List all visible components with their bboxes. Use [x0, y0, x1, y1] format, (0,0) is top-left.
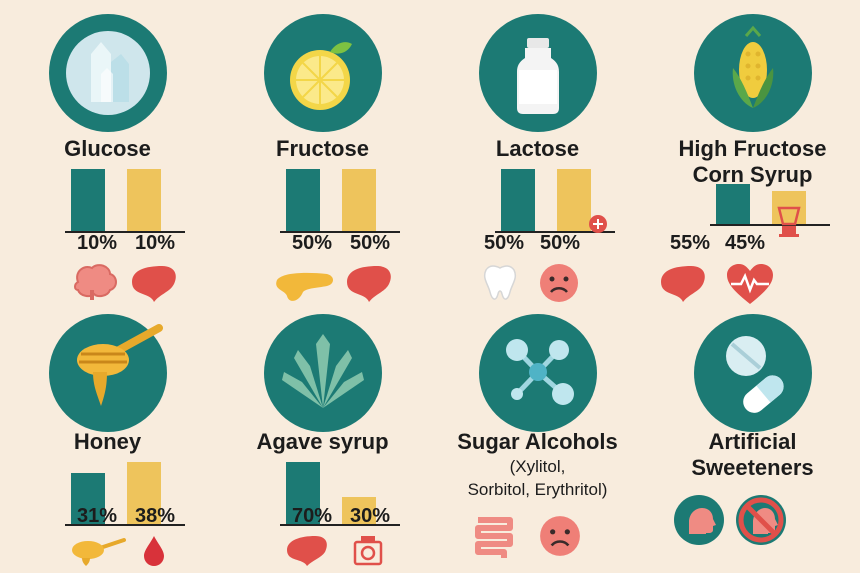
bar-chart — [65, 165, 185, 233]
artificial-sweeteners-image — [693, 314, 812, 432]
scale-icon — [353, 536, 383, 566]
lemon-icon — [289, 42, 352, 110]
title: Lactose — [495, 136, 580, 161]
bar-2 — [342, 169, 376, 231]
milk-bottle-icon — [516, 38, 559, 114]
card-hfcs: High Fructose Corn Syrup 55% 45% — [645, 0, 860, 304]
percent-2: 50% — [539, 232, 581, 254]
liver-icon — [287, 536, 327, 566]
bar-chart — [710, 180, 830, 226]
bar-2 — [342, 497, 376, 524]
percent-2: 45% — [724, 232, 766, 254]
bar-1 — [501, 169, 535, 231]
percent-2: 10% — [134, 232, 176, 254]
glucose-image — [48, 14, 167, 132]
bar-chart — [65, 458, 185, 526]
bar-1 — [286, 169, 320, 231]
agave-image — [263, 314, 382, 432]
bar-1 — [71, 169, 105, 231]
plus-badge-icon — [589, 215, 607, 233]
blood-drop-icon — [144, 536, 164, 566]
honey-dipper-icon — [76, 324, 163, 406]
honey-icon — [72, 538, 126, 566]
card-sugar-alcohols: Sugar Alcohols (Xylitol, Sorbitol, Eryth… — [430, 286, 645, 572]
no-head-icon — [736, 495, 786, 545]
percent-1: 50% — [291, 232, 333, 254]
sad-face-icon — [540, 264, 578, 302]
honey-image — [48, 314, 167, 432]
title: Glucose — [64, 136, 151, 161]
title: Honey — [73, 429, 142, 454]
title: Sugar Alcohols — [457, 429, 618, 454]
sugar-alcohols-image — [478, 314, 597, 432]
title: Artificial — [708, 429, 797, 454]
fructose-image — [263, 14, 382, 132]
bar-chart — [280, 165, 400, 233]
baseline — [65, 524, 185, 526]
hfcs-image — [693, 14, 812, 132]
card-honey: Honey 31% 38% — [0, 286, 215, 572]
baseline — [65, 231, 185, 233]
card-glucose: Glucose 10% 10% — [0, 0, 215, 302]
subtitle-2: Sorbitol, Erythritol) — [467, 480, 608, 499]
baseline — [495, 231, 615, 233]
head-icon — [674, 495, 724, 545]
intestine-icon — [475, 517, 513, 558]
percent-1: 31% — [76, 505, 118, 527]
subtitle: Sweeteners — [691, 455, 814, 480]
liver-icon — [347, 266, 391, 302]
percent-2: 30% — [349, 505, 391, 527]
percent-2: 38% — [134, 505, 176, 527]
percent-1: 10% — [76, 232, 118, 254]
liver-icon — [661, 266, 705, 302]
bar-2 — [127, 462, 161, 524]
card-agave: Agave syrup 70% 30% — [215, 286, 430, 572]
card-fructose: Fructose 50% 50% — [215, 0, 430, 302]
crystals-icon — [65, 31, 150, 115]
corn-icon — [732, 25, 773, 108]
bar-1 — [286, 462, 320, 524]
percent-1: 55% — [669, 232, 711, 254]
liver-icon — [132, 266, 176, 302]
brain-icon — [74, 264, 117, 300]
heart-pulse-icon — [727, 264, 773, 304]
bar-chart — [280, 458, 400, 526]
card-artificial-sweeteners: Artificial Sweeteners — [645, 286, 860, 572]
bar-1 — [71, 473, 105, 524]
title: High Fructose — [678, 136, 827, 161]
subtitle: Corn Syrup — [692, 162, 813, 187]
molecule-icon — [505, 339, 574, 405]
bar-2 — [127, 169, 161, 231]
percent-1: 70% — [291, 505, 333, 527]
bar-1 — [716, 184, 750, 224]
bar-chart — [495, 165, 615, 233]
lactose-image — [478, 14, 597, 132]
bar-2 — [557, 169, 591, 231]
percent-1: 50% — [483, 232, 525, 254]
tooth-icon — [483, 265, 517, 300]
pancreas-icon — [276, 272, 333, 301]
agave-plant-icon — [281, 334, 364, 408]
title: Agave syrup — [256, 429, 389, 454]
blender-icon — [777, 206, 801, 237]
sad-face-icon — [540, 516, 580, 556]
percent-2: 50% — [349, 232, 391, 254]
baseline — [710, 224, 830, 226]
card-lactose: Lactose 50% 50% — [430, 0, 645, 302]
subtitle: (Xylitol, — [509, 457, 566, 476]
title: Fructose — [276, 136, 369, 161]
pill-icon — [725, 336, 784, 413]
baseline — [280, 231, 400, 233]
baseline — [280, 524, 400, 526]
